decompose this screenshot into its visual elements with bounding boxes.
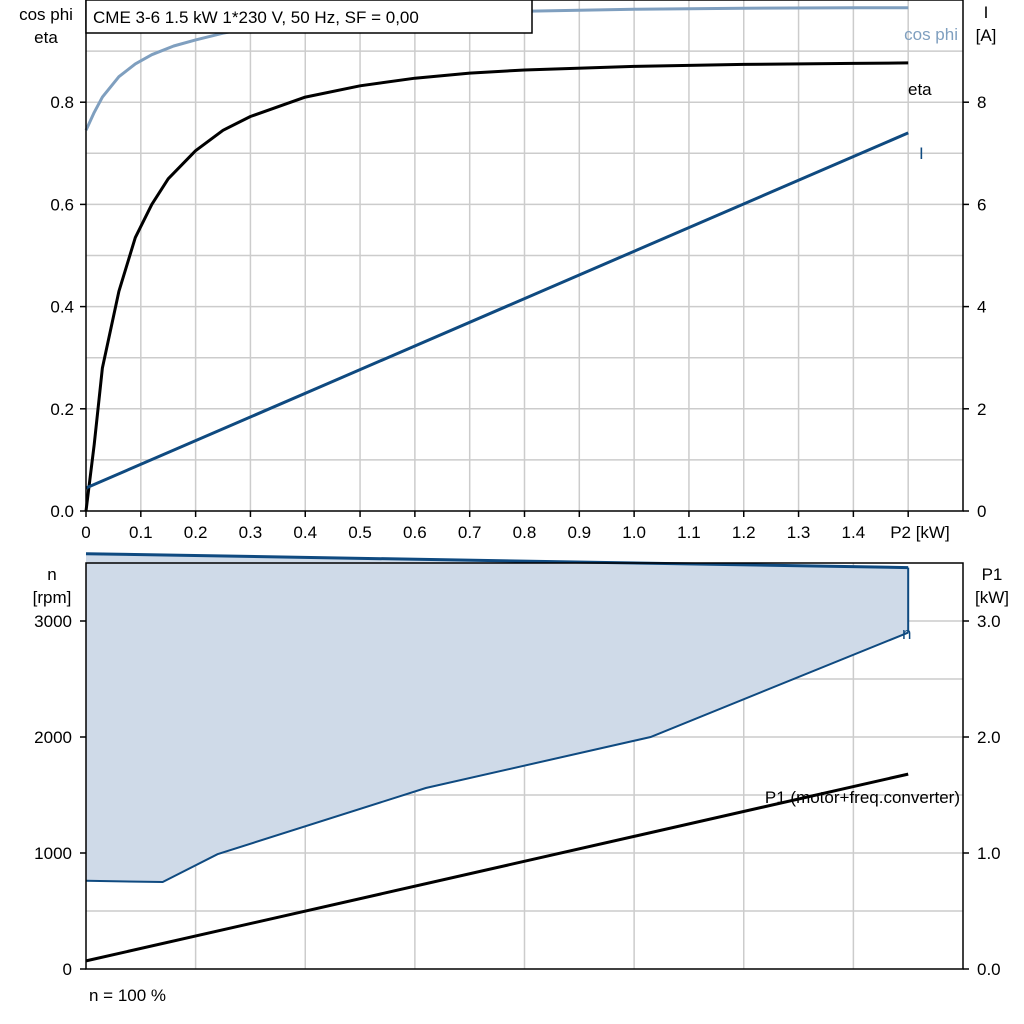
current-curve [85, 131, 909, 490]
bottom-right-axis-label-2: [kW] [975, 588, 1009, 607]
right-y-tick-label: 6 [977, 195, 986, 214]
bottom-plot-frame [85, 562, 964, 970]
left-y-tick-label: 0.4 [50, 298, 74, 317]
right-y-tick-label: 0 [977, 502, 986, 521]
left-y-tick-label: 0.8 [50, 93, 74, 112]
x-tick-label: 0.4 [293, 523, 317, 542]
x-tick-label: 1.3 [787, 523, 811, 542]
x-tick-label: 0.1 [129, 523, 153, 542]
top-right-axis-label-2: [A] [976, 26, 997, 45]
right-y-tick-label: 2.0 [977, 728, 1001, 747]
left-y-tick-label: 0.2 [50, 400, 74, 419]
speed-range-area [86, 553, 909, 882]
bottom-right-axis-label-1: P1 [982, 565, 1003, 584]
top-left-axis-label-1: cos phi [19, 5, 73, 24]
speed-series-label: n [902, 624, 911, 643]
bottom-left-axis-label-2: [rpm] [33, 588, 72, 607]
left-y-tick-label: 0.0 [50, 502, 74, 521]
top-labels: 0 0.1 0.2 0.3 0.4 0.5 0.6 0.7 0.8 0.9 1.0 1.1 1.2 1.3… [50, 93, 986, 542]
left-y-tick-label: 1000 [34, 844, 72, 863]
x-tick-label: 0.6 [403, 523, 427, 542]
right-y-tick-label: 4 [977, 298, 986, 317]
x-tick-label: 0.9 [567, 523, 591, 542]
right-y-tick-label: 2 [977, 400, 986, 419]
x-tick-label: 0.7 [458, 523, 482, 542]
x-tick-label: 0.8 [513, 523, 537, 542]
p1-curve [85, 772, 909, 963]
min-speed-curve [85, 631, 909, 884]
right-y-tick-label: 1.0 [977, 844, 1001, 863]
top-ticks [80, 101, 969, 517]
top-panel: 0 0.1 0.2 0.3 0.4 0.5 0.6 0.7 0.8 0.9 1.0 1.1 1.2 1.3… [19, 0, 996, 542]
right-y-tick-label: 3.0 [977, 612, 1001, 631]
bottom-left-axis-label-1: n [47, 565, 56, 584]
speed-percentage-note: n = 100 % [89, 986, 166, 1005]
bottom-labels: 0 1000 2000 3000 0.0 1.0 2.0 3.0 [34, 612, 1000, 979]
x-tick-label: 1.4 [842, 523, 866, 542]
eta-curve [84, 61, 909, 512]
x-tick-label: 0.3 [239, 523, 263, 542]
eta-series-label: eta [908, 80, 932, 99]
right-y-tick-label: 0.0 [977, 960, 1001, 979]
x-tick-label: P2 [kW] [890, 523, 950, 542]
title-box [85, 0, 533, 34]
top-grid [86, 0, 963, 511]
top-left-axis-label-2: eta [34, 28, 58, 47]
x-tick-label: 1.0 [622, 523, 646, 542]
top-right-axis-label-1: I [984, 3, 989, 22]
cos-phi-series-label: cos phi [904, 25, 958, 44]
left-y-tick-label: 2000 [34, 728, 72, 747]
x-tick-label: 0 [81, 523, 90, 542]
speed-curve [85, 552, 909, 570]
right-y-tick-label: 8 [977, 93, 986, 112]
left-y-tick-label: 0.6 [50, 195, 74, 214]
left-y-tick-label: 0 [63, 960, 72, 979]
x-tick-label: 0.5 [348, 523, 372, 542]
bottom-panel: 0 1000 2000 3000 0.0 1.0 2.0 3.0 n [rpm] P1 [kW… [33, 552, 1009, 1005]
left-y-tick-label: 3000 [34, 612, 72, 631]
x-tick-label: 1.1 [677, 523, 701, 542]
p1-series-label: P1 (motor+freq.converter) [765, 788, 960, 807]
bottom-curves [85, 552, 910, 963]
top-curves [84, 6, 909, 512]
current-series-label: I [919, 144, 924, 163]
x-tick-label: 0.2 [184, 523, 208, 542]
x-tick-label: 1.2 [732, 523, 756, 542]
bottom-ticks [80, 620, 969, 970]
chart-title: CME 3-6 1.5 kW 1*230 V, 50 Hz, SF = 0,00 [93, 8, 419, 27]
